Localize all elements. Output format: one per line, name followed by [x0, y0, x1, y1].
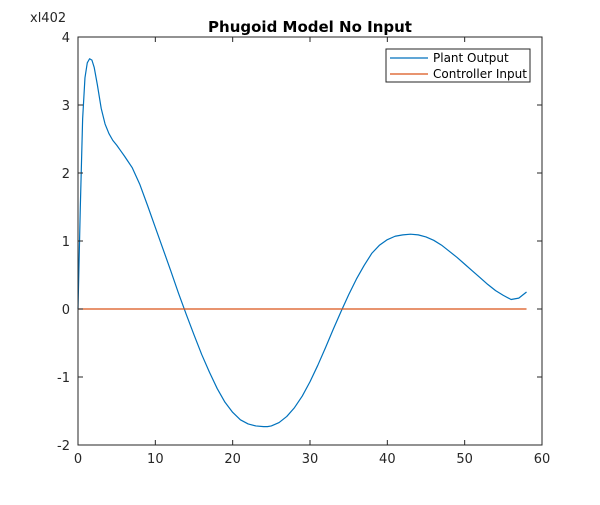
legend-label-plant-output: Plant Output [433, 51, 509, 65]
axis-exponent-label: xl402 [30, 11, 66, 26]
legend-box [385, 48, 531, 83]
y-tick-label: -1 [57, 371, 70, 386]
x-tick-label: 10 [147, 452, 164, 467]
plot-lines [77, 58, 527, 428]
y-tick-label: 4 [62, 31, 70, 46]
chart-title: Phugoid Model No Input [208, 18, 412, 36]
x-tick-label: 50 [456, 452, 473, 467]
x-tick-label: 40 [379, 452, 396, 467]
x-tick-label: 60 [534, 452, 551, 467]
y-tick-label: 0 [62, 303, 70, 318]
series-line-plant-output [77, 58, 527, 428]
legend: Plant Output Controller Input [385, 48, 531, 83]
y-axis-ticks: -2 -1 0 1 2 3 4 [57, 31, 542, 454]
y-tick-label: 2 [62, 167, 70, 182]
plot-background [78, 37, 542, 445]
x-tick-label: 30 [302, 452, 319, 467]
y-tick-label: 1 [62, 235, 70, 250]
x-tick-label: 20 [224, 452, 241, 467]
x-axis-ticks: 0 10 20 30 40 50 60 [74, 37, 550, 467]
legend-label-controller-input: Controller Input [433, 67, 527, 81]
y-tick-label: -2 [57, 439, 70, 454]
x-tick-label: 0 [74, 452, 82, 467]
y-tick-label: 3 [62, 99, 70, 114]
